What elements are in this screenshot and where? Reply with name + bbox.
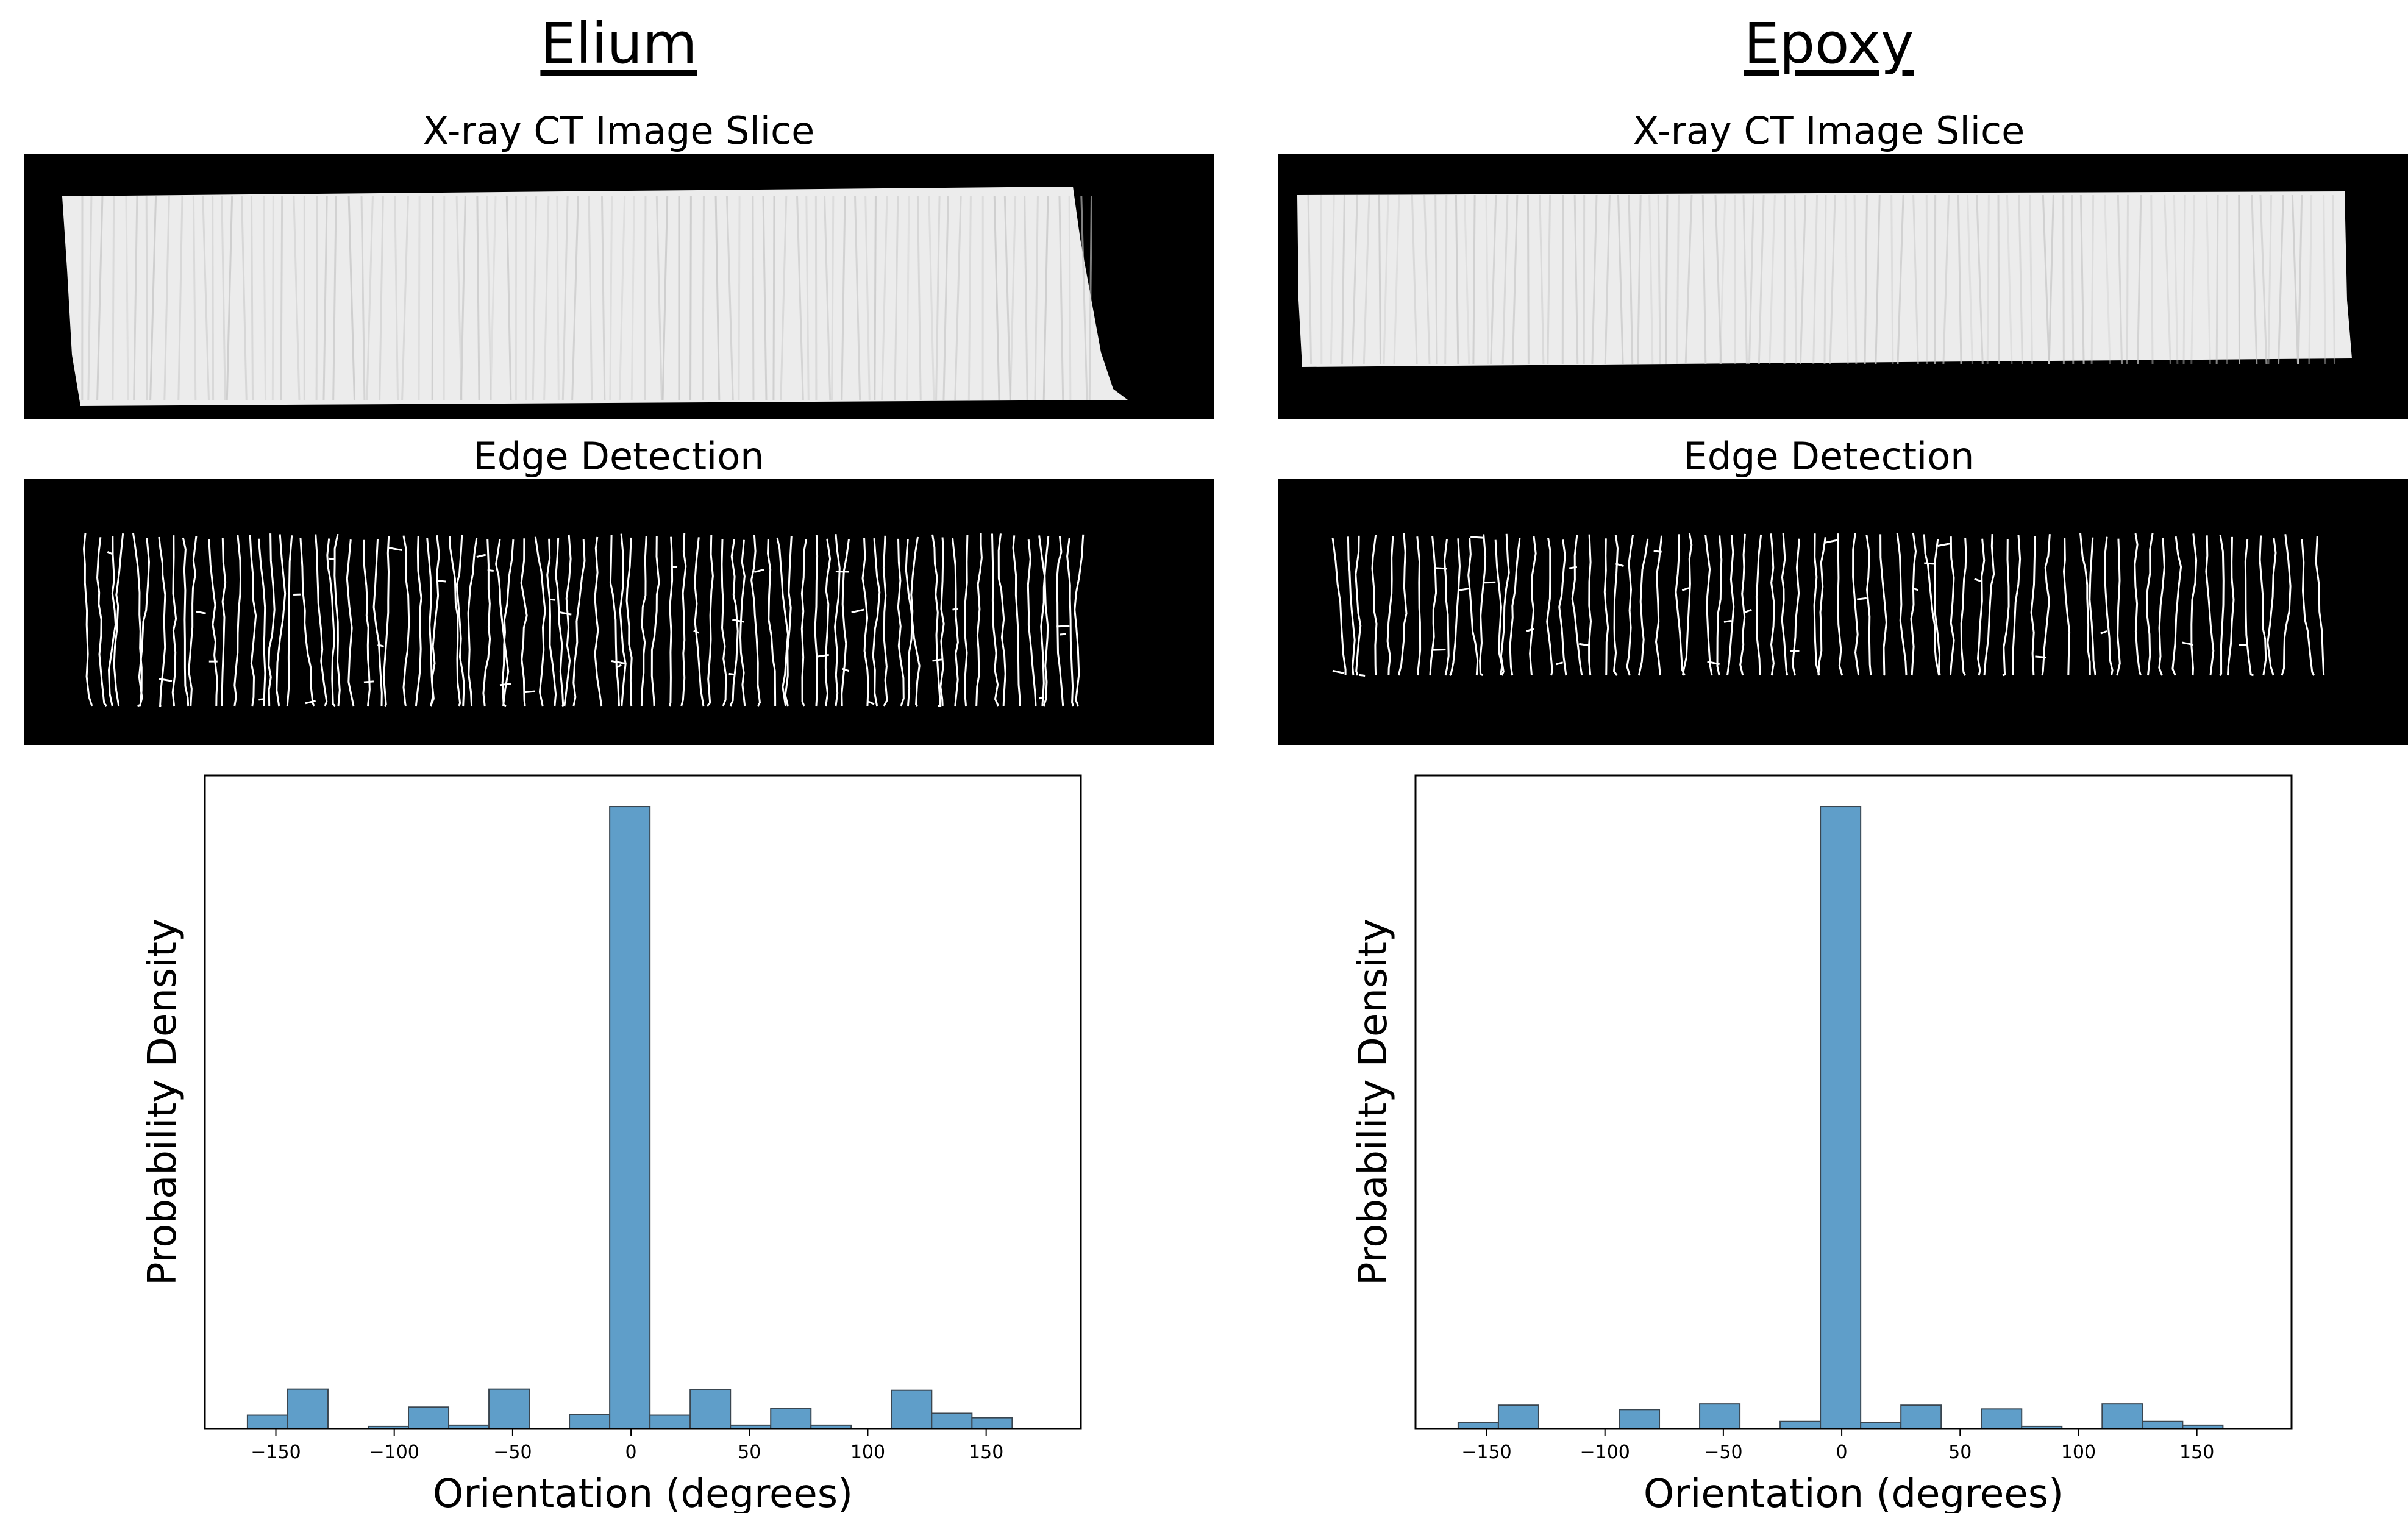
plot-frame (204, 774, 1082, 1430)
histogram-bar (1619, 1409, 1661, 1430)
x-axis-label: Orientation (degrees) (1644, 1472, 2064, 1513)
histogram-bar (1699, 1403, 1741, 1429)
x-tick-label: −100 (1580, 1442, 1630, 1463)
epoxy-edge-image (1278, 479, 2408, 745)
histogram-bar (569, 1414, 611, 1429)
histogram-bar (287, 1388, 329, 1429)
x-tick-label: −50 (1704, 1442, 1742, 1463)
histogram-bar (689, 1389, 732, 1429)
elium-edge-title: Edge Detection (473, 434, 764, 479)
elium-title: Elium (540, 11, 697, 76)
histogram-bar (1497, 1404, 1539, 1430)
elium-edge-image (24, 479, 1214, 745)
histogram-bar (649, 1414, 691, 1430)
x-tick-label: 0 (1836, 1442, 1848, 1463)
x-tick-label: 50 (1948, 1442, 1972, 1463)
y-axis-label: Probability Density (1351, 919, 1396, 1286)
x-tick-label: 150 (969, 1442, 1003, 1463)
x-tick-label: 0 (625, 1442, 637, 1463)
histogram-bar (1779, 1420, 1822, 1429)
histogram-bar (891, 1389, 933, 1429)
x-tick-label: 50 (738, 1442, 761, 1463)
histogram-elium: −150 −100 −50 0 50 100 150 Orientation (degrees… (140, 774, 1082, 1513)
histogram-bar (1981, 1408, 2023, 1430)
histogram-bar (931, 1412, 973, 1429)
histogram-bar (770, 1408, 812, 1430)
x-tick-label: −100 (369, 1442, 419, 1463)
y-axis-label: Probability Density (140, 919, 185, 1286)
histogram-bar (2101, 1403, 2143, 1429)
epoxy-title: Epoxy (1744, 11, 1914, 76)
x-tick-label: −150 (251, 1442, 301, 1463)
x-tick-label: 100 (2061, 1442, 2096, 1463)
elium-ct-image (24, 154, 1214, 419)
epoxy-ct-title: X-ray CT Image Slice (1633, 109, 2025, 153)
histogram-bar (1457, 1422, 1499, 1430)
x-tick-label: 150 (2179, 1442, 2214, 1463)
histogram-bar (488, 1388, 530, 1429)
x-tick-label: 100 (850, 1442, 885, 1463)
histogram-bar (1820, 806, 1862, 1429)
epoxy-edge-title: Edge Detection (1683, 434, 1975, 479)
plot-frame (1414, 774, 2293, 1430)
histogram-bar (609, 806, 651, 1429)
histogram-bar (1860, 1422, 1902, 1430)
histogram-epoxy: −150 −100 −50 0 50 100 150 Orientation (degrees… (1351, 774, 2293, 1513)
epoxy-ct-image (1278, 154, 2408, 419)
histogram-bar (971, 1417, 1013, 1429)
x-axis-label: Orientation (degrees) (433, 1472, 853, 1513)
histogram-bar (246, 1414, 288, 1430)
elium-ct-title: X-ray CT Image Slice (422, 109, 815, 153)
x-tick-label: −50 (493, 1442, 532, 1463)
histogram-bar (408, 1406, 450, 1429)
histogram-bar (2142, 1420, 2184, 1429)
histogram-bar (1900, 1404, 1942, 1430)
x-tick-label: −150 (1461, 1442, 1511, 1463)
